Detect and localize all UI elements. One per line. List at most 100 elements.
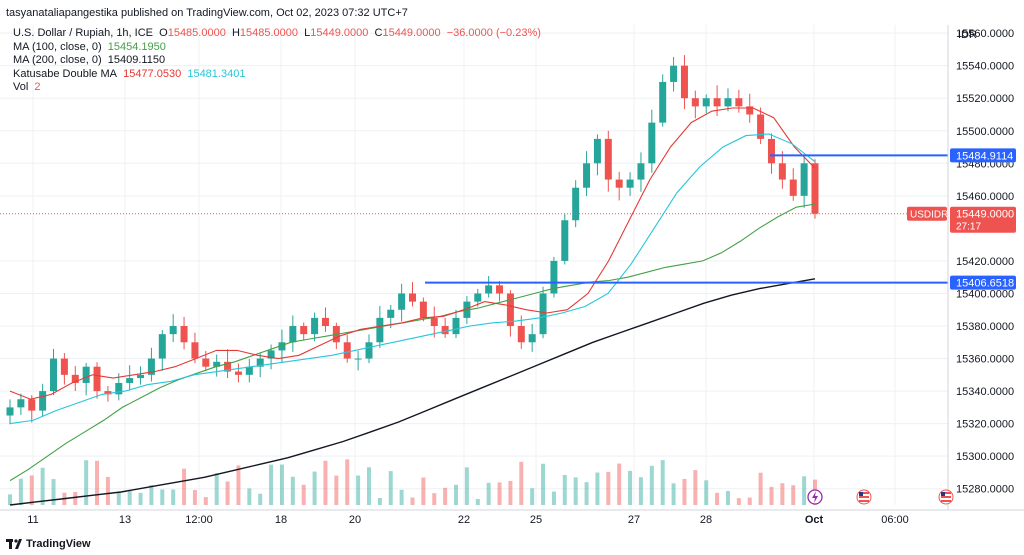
volume-bar bbox=[182, 468, 187, 505]
candle-body bbox=[354, 358, 362, 360]
resistance-badge-text: 15484.9114 bbox=[956, 150, 1013, 162]
candle-body bbox=[572, 187, 580, 221]
y-tick-label: 15280.0000 bbox=[956, 484, 1014, 496]
candle-body bbox=[321, 317, 329, 327]
candle-body bbox=[767, 138, 775, 164]
x-tick-label: 12:00 bbox=[185, 514, 213, 526]
volume-bar bbox=[780, 483, 785, 505]
candle-body bbox=[50, 358, 58, 392]
volume-bar bbox=[214, 473, 219, 505]
series-line bbox=[9, 133, 816, 425]
volume-bar bbox=[551, 491, 556, 505]
flag-stripe bbox=[941, 500, 951, 502]
katusabe-value-1: 15477.0530 bbox=[123, 67, 182, 80]
ma100-label: MA (100, close, 0) bbox=[13, 40, 102, 53]
candlesticks bbox=[6, 55, 819, 425]
legend-ma100-row[interactable]: MA (100, close, 0) 15454.1950 bbox=[13, 41, 541, 55]
volume-bar bbox=[802, 476, 807, 505]
volume-bar bbox=[725, 490, 730, 505]
candle-body bbox=[648, 122, 656, 164]
candle-body bbox=[441, 326, 449, 335]
x-tick-label: 25 bbox=[530, 514, 542, 526]
candle-body bbox=[735, 98, 743, 107]
legend-katusabe-row[interactable]: Katusabe Double MA 15477.0530 15481.3401 bbox=[13, 68, 541, 82]
x-tick-label: 13 bbox=[119, 514, 131, 526]
volume-bar bbox=[410, 497, 415, 505]
candle-body bbox=[289, 326, 297, 343]
volume-bar bbox=[149, 484, 154, 505]
volume-bar bbox=[769, 486, 774, 505]
volume-bar bbox=[606, 471, 611, 505]
volume-bar bbox=[356, 475, 361, 505]
volume-bar bbox=[84, 460, 89, 505]
candle-body bbox=[60, 358, 68, 375]
x-tick-label: 20 bbox=[349, 514, 361, 526]
event-icons[interactable] bbox=[807, 489, 954, 505]
horizontal-lines[interactable] bbox=[0, 154, 948, 284]
volume-bar bbox=[584, 482, 589, 505]
candle-body bbox=[517, 326, 525, 343]
time-axis[interactable]: 11 13 12:00 18 20 22 25 27 28 Oct 06:00 bbox=[27, 514, 908, 526]
ma100-value: 15454.1950 bbox=[107, 40, 166, 53]
last-price-badge-text: 15449.0000 bbox=[956, 209, 1014, 221]
candle-body bbox=[343, 342, 351, 359]
price-axis[interactable]: 15560.0000 15540.0000 15520.0000 15500.0000… bbox=[956, 28, 1014, 496]
symbol-badge-bg bbox=[907, 206, 947, 221]
x-tick-label: 18 bbox=[275, 514, 287, 526]
y-tick-label: 15540.0000 bbox=[956, 61, 1014, 73]
ma200-value: 15409.1150 bbox=[107, 54, 166, 66]
candle-body bbox=[115, 382, 123, 395]
candle-body bbox=[245, 366, 253, 375]
volume-bar bbox=[638, 477, 643, 505]
volume-bar bbox=[18, 478, 23, 505]
volume-bar bbox=[334, 475, 339, 505]
volume-bar bbox=[236, 465, 241, 505]
volume-bar bbox=[203, 497, 208, 505]
high-value: 15485.0000 bbox=[239, 27, 299, 39]
y-tick-label: 15520.0000 bbox=[956, 93, 1014, 105]
resistance-badge-bg bbox=[950, 148, 1016, 163]
brand-footer[interactable]: TradingView bbox=[6, 538, 91, 550]
y-tick-label: 15560.0000 bbox=[956, 28, 1014, 40]
volume-bar bbox=[421, 477, 426, 505]
volume-bar bbox=[29, 475, 34, 505]
volume-bar bbox=[475, 498, 480, 505]
y-tick-label: 15400.0000 bbox=[956, 288, 1014, 300]
volume-bar bbox=[671, 483, 676, 505]
flag-stripe bbox=[941, 492, 951, 494]
volume-bar bbox=[595, 472, 600, 505]
candle-body bbox=[213, 361, 221, 367]
candle-body bbox=[387, 309, 395, 318]
flag-stripe bbox=[859, 500, 869, 502]
volume-bar bbox=[290, 476, 295, 505]
volume-bar bbox=[736, 498, 741, 505]
candle-body bbox=[376, 317, 384, 343]
flag-stripe bbox=[859, 492, 869, 494]
publisher-line: tasyanataliapangestika published on Trad… bbox=[6, 7, 408, 19]
volume-bar bbox=[225, 481, 230, 505]
candle-body bbox=[691, 98, 699, 107]
volume-bar bbox=[486, 482, 491, 505]
volume-bar bbox=[388, 471, 393, 505]
flag-stripe bbox=[859, 496, 869, 498]
candle-body bbox=[256, 358, 264, 367]
volume-bar bbox=[247, 488, 252, 505]
low-value: 15449.0000 bbox=[310, 27, 369, 39]
candle-body bbox=[561, 220, 569, 261]
volume-bar bbox=[649, 465, 654, 505]
candle-body bbox=[724, 98, 732, 107]
symbol-name[interactable]: U.S. Dollar / Rupiah, 1h, ICE bbox=[13, 27, 154, 39]
currency-label: IDR bbox=[958, 29, 977, 41]
candle-body bbox=[496, 285, 504, 294]
symbol-badge-text: USDIDR bbox=[910, 210, 948, 221]
change-value: −36.0000 (−0.23%) bbox=[446, 27, 541, 39]
legend-vol-row[interactable]: Vol 2 bbox=[13, 81, 541, 95]
candle-body bbox=[746, 106, 754, 115]
legend-ma200-row[interactable]: MA (200, close, 0) 15409.1150 bbox=[13, 54, 541, 68]
volume-bar bbox=[682, 478, 687, 505]
candle-body bbox=[550, 260, 558, 294]
candle-body bbox=[604, 138, 612, 180]
countdown-text: 27:17 bbox=[956, 222, 981, 233]
